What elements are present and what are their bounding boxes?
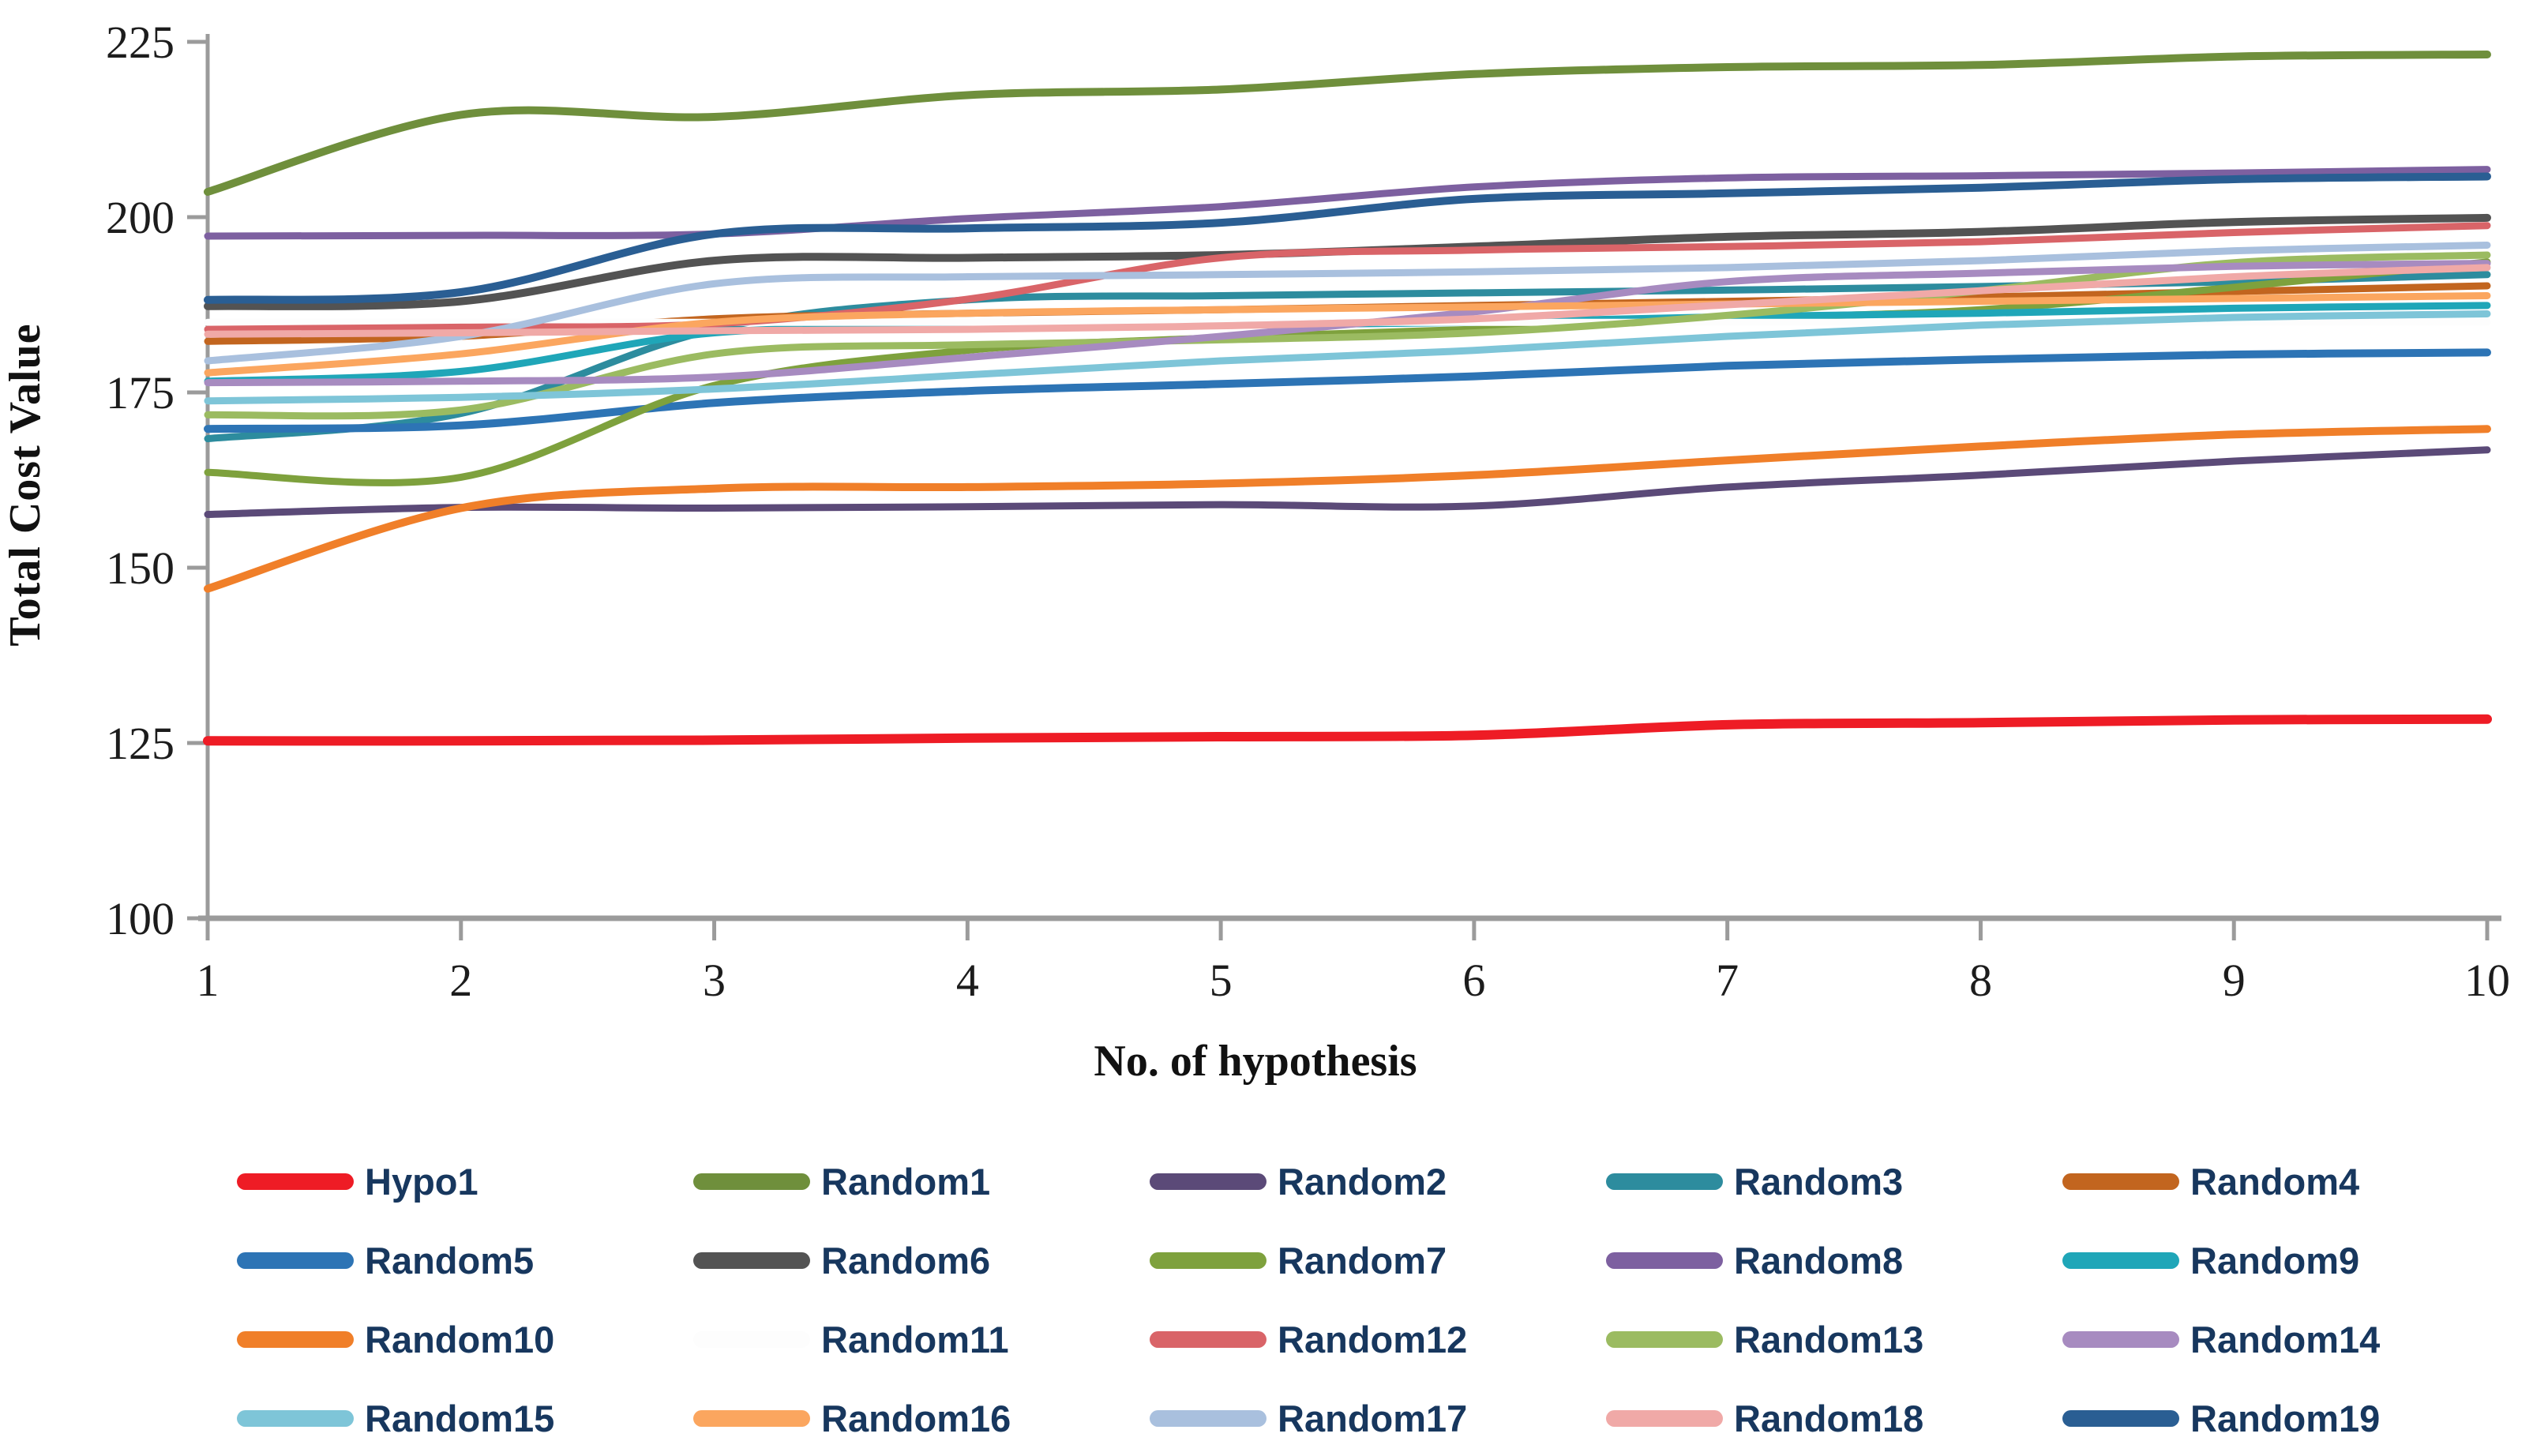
legend-item-Random14: Random14 xyxy=(2062,1317,2380,1361)
x-tick-label: 2 xyxy=(449,955,472,1006)
x-tick-label: 6 xyxy=(1462,955,1485,1006)
tick-labels: 225 200 175 150 125 100 1 2 3 4 5 6 7 8 9 10 xyxy=(106,17,2510,1006)
legend-item-Random15: Random15 xyxy=(237,1396,554,1440)
legend-item-Random6: Random6 xyxy=(693,1238,990,1282)
legend-label-Random17: Random17 xyxy=(1278,1397,1468,1439)
legend-swatch-Random10 xyxy=(237,1330,354,1348)
legend-label-Random10: Random10 xyxy=(365,1318,555,1360)
legend-swatch-Hypo1 xyxy=(237,1173,354,1190)
legend-item-Random9: Random9 xyxy=(2062,1238,2359,1282)
legend-swatch-Random9 xyxy=(2062,1251,2179,1269)
legend-label-Random19: Random19 xyxy=(2190,1397,2381,1439)
legend-label-Random8: Random8 xyxy=(1734,1239,1904,1282)
legend-swatch-Random13 xyxy=(1606,1330,1723,1348)
legend: Hypo1 Random1 Random2 Random3 Random4 Random5… xyxy=(0,1137,2533,1456)
series-line-Random5 xyxy=(204,348,2491,433)
y-tick-label: 125 xyxy=(106,718,174,769)
series-line-Hypo1 xyxy=(203,714,2492,746)
x-tick-label: 5 xyxy=(1210,955,1233,1006)
series-lines xyxy=(203,51,2492,746)
x-axis-title: No. of hypothesis xyxy=(1094,1037,1417,1086)
series-line-Random15 xyxy=(204,310,2491,405)
legend-label-Random13: Random13 xyxy=(1734,1318,1924,1360)
legend-item-Hypo1: Hypo1 xyxy=(237,1159,478,1203)
legend-item-Random8: Random8 xyxy=(1606,1238,1903,1282)
legend-swatch-Random4 xyxy=(2062,1173,2179,1190)
x-tick-label: 10 xyxy=(2464,955,2510,1006)
legend-swatch-Random15 xyxy=(237,1409,354,1427)
x-tick-label: 3 xyxy=(703,955,726,1006)
x-tick-label: 7 xyxy=(1716,955,1739,1006)
legend-label-Random6: Random6 xyxy=(821,1239,991,1282)
legend-label-Random16: Random16 xyxy=(821,1397,1011,1439)
legend-label-Random15: Random15 xyxy=(365,1397,555,1439)
series-line-Random16 xyxy=(204,292,2491,377)
legend-item-Random1: Random1 xyxy=(693,1159,990,1203)
legend-item-Random3: Random3 xyxy=(1606,1159,1903,1203)
legend-label-Random2: Random2 xyxy=(1278,1160,1447,1203)
legend-swatch-Random2 xyxy=(1150,1173,1266,1190)
legend-label-Random11: Random11 xyxy=(821,1318,1009,1360)
legend-item-Random12: Random12 xyxy=(1150,1317,1467,1361)
legend-item-Random18: Random18 xyxy=(1606,1396,1923,1440)
legend-swatch-Random19 xyxy=(2062,1409,2179,1427)
series-line-Random18 xyxy=(204,264,2491,338)
x-tick-label: 8 xyxy=(1969,955,1992,1006)
series-line-Random8 xyxy=(204,166,2491,240)
y-tick-label: 175 xyxy=(106,367,174,418)
legend-label-Random3: Random3 xyxy=(1734,1160,1904,1203)
legend-item-Random17: Random17 xyxy=(1150,1396,1467,1440)
legend-item-Random7: Random7 xyxy=(1150,1238,1447,1282)
axes xyxy=(187,34,2501,940)
series-line-Random17 xyxy=(204,242,2491,365)
legend-item-Random13: Random13 xyxy=(1606,1317,1923,1361)
legend-label-Random5: Random5 xyxy=(365,1239,535,1282)
y-tick-label: 100 xyxy=(106,893,174,944)
legend-item-Random19: Random19 xyxy=(2062,1396,2380,1440)
series-line-Random1 xyxy=(204,51,2491,196)
y-axis-title: Total Cost Value xyxy=(1,323,50,647)
legend-item-Random11: Random11 xyxy=(693,1317,1009,1361)
legend-swatch-Random6 xyxy=(693,1251,810,1269)
series-line-Random19 xyxy=(204,172,2491,304)
legend-item-Random16: Random16 xyxy=(693,1396,1011,1440)
y-tick-label: 225 xyxy=(106,17,174,68)
legend-swatch-Random7 xyxy=(1150,1251,1266,1269)
legend-swatch-Random8 xyxy=(1606,1251,1723,1269)
legend-item-Random4: Random4 xyxy=(2062,1159,2359,1203)
series-line-Random10 xyxy=(204,425,2491,593)
legend-label-Random4: Random4 xyxy=(2190,1160,2360,1203)
legend-swatch-Random18 xyxy=(1606,1409,1723,1427)
y-tick-label: 200 xyxy=(106,192,174,243)
legend-item-Random2: Random2 xyxy=(1150,1159,1447,1203)
legend-swatch-Random12 xyxy=(1150,1330,1266,1348)
legend-label-Random14: Random14 xyxy=(2190,1318,2381,1360)
legend-item-Random5: Random5 xyxy=(237,1238,534,1282)
x-tick-label: 4 xyxy=(956,955,979,1006)
legend-swatch-Random11 xyxy=(693,1330,810,1348)
legend-label-Hypo1: Hypo1 xyxy=(365,1160,478,1203)
series-line-Random12 xyxy=(204,222,2491,333)
legend-swatch-Random1 xyxy=(693,1173,810,1190)
legend-item-Random10: Random10 xyxy=(237,1317,554,1361)
legend-swatch-Random17 xyxy=(1150,1409,1266,1427)
x-tick-label: 9 xyxy=(2223,955,2246,1006)
legend-swatch-Random3 xyxy=(1606,1173,1723,1190)
legend-swatch-Random14 xyxy=(2062,1330,2179,1348)
y-tick-label: 150 xyxy=(106,542,174,594)
legend-label-Random1: Random1 xyxy=(821,1160,991,1203)
legend-swatch-Random16 xyxy=(693,1409,810,1427)
legend-label-Random12: Random12 xyxy=(1278,1318,1468,1360)
x-tick-label: 1 xyxy=(197,955,220,1006)
legend-label-Random9: Random9 xyxy=(2190,1239,2360,1282)
legend-label-Random7: Random7 xyxy=(1278,1239,1447,1282)
legend-label-Random18: Random18 xyxy=(1734,1397,1924,1439)
legend-swatch-Random5 xyxy=(237,1251,354,1269)
series-line-Random2 xyxy=(204,446,2491,518)
